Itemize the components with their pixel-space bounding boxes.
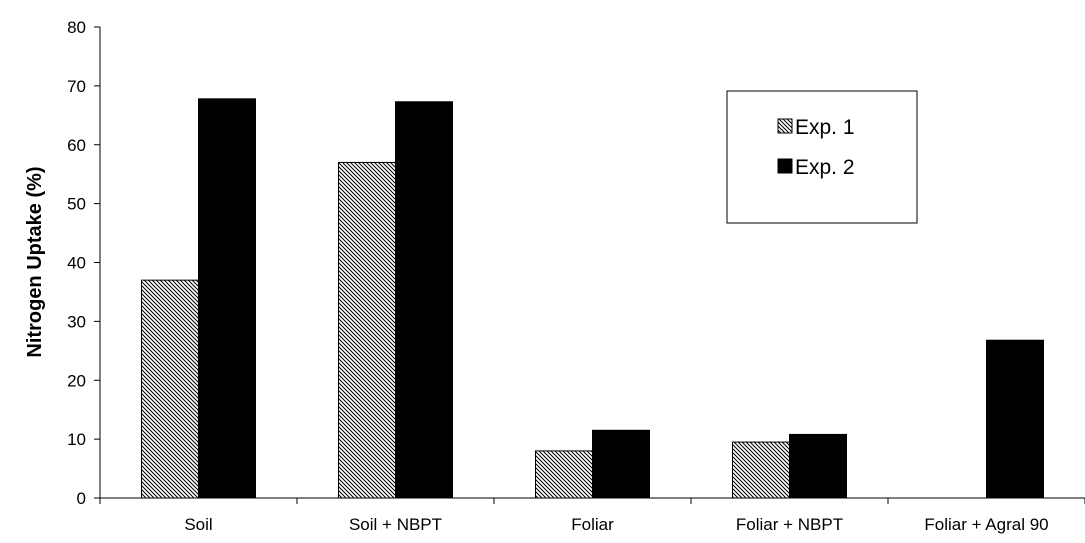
y-axis: 0 10 20 30 40 50 60 70 80 — [67, 18, 101, 508]
legend-box — [726, 90, 918, 224]
legend-swatch-hatched — [777, 118, 793, 134]
legend-item-exp-1: Exp. 1 — [777, 116, 855, 139]
y-tick-label: 40 — [67, 254, 86, 273]
x-tick-label: Soil + NBPT — [349, 515, 442, 534]
legend-item-exp-2: Exp. 2 — [777, 156, 855, 179]
bar-2-2 — [395, 101, 453, 499]
x-tick-label: Foliar + NBPT — [736, 515, 843, 534]
y-axis-title: Nitrogen Uptake (%) — [24, 166, 46, 357]
legend-swatch-solid — [777, 158, 793, 174]
bar-2-5 — [986, 339, 1044, 499]
y-tick-label: 20 — [67, 371, 86, 390]
y-tick-label: 60 — [67, 136, 86, 155]
y-tick-label: 0 — [77, 489, 86, 508]
legend: Exp. 1 Exp. 2 — [726, 90, 918, 224]
x-tick-label: Foliar + Agral 90 — [924, 515, 1048, 534]
legend-label-exp-2: Exp. 2 — [795, 156, 855, 179]
legend-label-exp-1: Exp. 1 — [795, 116, 855, 139]
x-axis: Soil Soil + NBPT Foliar Foliar + NBPT Foliar… — [99, 497, 1085, 534]
y-tick-label: 10 — [67, 430, 86, 449]
bar-2-3 — [592, 429, 650, 499]
bar-1-1 — [141, 279, 199, 499]
bar-2-4 — [789, 433, 847, 499]
y-tick-label: 30 — [67, 312, 86, 331]
y-tick-label: 50 — [67, 195, 86, 214]
x-tick-label: Soil — [184, 515, 212, 534]
plot-area — [141, 98, 1044, 499]
y-tick-label: 80 — [67, 18, 86, 37]
bar-1-3 — [535, 450, 593, 499]
x-tick-label: Foliar — [571, 515, 614, 534]
y-tick-label: 70 — [67, 77, 86, 96]
bar-1-4 — [732, 441, 790, 499]
bar-1-2 — [338, 161, 396, 499]
bar-2-1 — [198, 98, 256, 499]
